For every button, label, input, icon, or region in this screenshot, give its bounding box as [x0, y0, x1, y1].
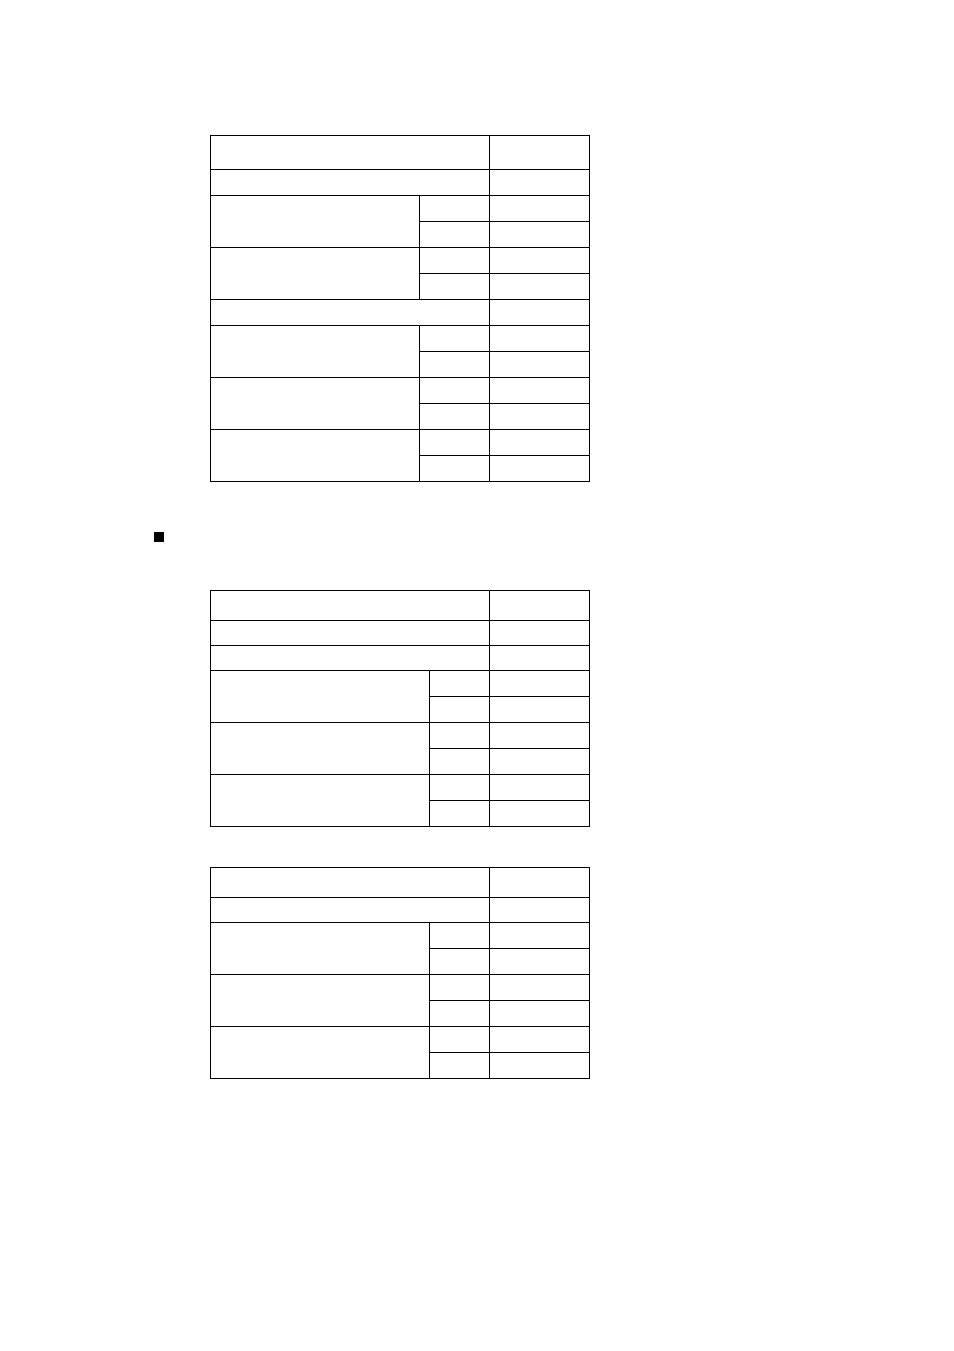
table-cell [490, 1053, 590, 1079]
table-row [211, 591, 590, 621]
table-row [211, 248, 590, 274]
table-cell [211, 1027, 430, 1079]
table-cell [211, 671, 430, 723]
table-cell [490, 274, 590, 300]
table-row [211, 1027, 590, 1053]
table-cell [211, 170, 490, 196]
table-cell [490, 621, 590, 646]
table-cell [420, 248, 490, 274]
table-cell [211, 898, 490, 923]
table-cell [490, 949, 590, 975]
table-cell [490, 430, 590, 456]
table-cell [490, 404, 590, 430]
table-row [211, 868, 590, 898]
table-cell [490, 136, 590, 170]
table-row [211, 378, 590, 404]
table-cell [490, 1027, 590, 1053]
table-cell [420, 378, 490, 404]
table-2 [210, 590, 590, 827]
table-cell [490, 1001, 590, 1027]
table-cell [430, 1053, 490, 1079]
table-cell [211, 430, 420, 482]
table-cell [430, 671, 490, 697]
table-cell [211, 621, 490, 646]
table-cell [430, 1001, 490, 1027]
table-cell [490, 671, 590, 697]
table-cell [420, 404, 490, 430]
table-row [211, 923, 590, 949]
table-cell [211, 326, 420, 378]
square-bullet-icon [154, 532, 164, 542]
table-cell [211, 136, 490, 170]
table-cell [211, 975, 430, 1027]
table-3-wrap [210, 867, 804, 1079]
table-row [211, 170, 590, 196]
table-cell [420, 430, 490, 456]
table-cell [490, 749, 590, 775]
table-cell [490, 196, 590, 222]
table-cell [430, 749, 490, 775]
table-cell [490, 248, 590, 274]
table-cell [430, 801, 490, 827]
table-cell [490, 923, 590, 949]
table-row [211, 326, 590, 352]
table-cell [211, 378, 420, 430]
table-row [211, 723, 590, 749]
table-cell [490, 170, 590, 196]
table-cell [211, 196, 420, 248]
table-cell [420, 196, 490, 222]
page [0, 0, 954, 1351]
table-cell [490, 697, 590, 723]
table-cell [490, 326, 590, 352]
table-row [211, 300, 590, 326]
table-cell [430, 975, 490, 1001]
table-cell [490, 378, 590, 404]
table-cell [490, 868, 590, 898]
table-cell [211, 248, 420, 300]
table-cell [420, 352, 490, 378]
table-cell [430, 723, 490, 749]
table-row [211, 775, 590, 801]
table-row [211, 671, 590, 697]
table-cell [430, 923, 490, 949]
table-cell [211, 868, 490, 898]
table-cell [211, 723, 430, 775]
table-cell [430, 775, 490, 801]
table-cell [490, 775, 590, 801]
table-cell [490, 898, 590, 923]
table-cell [430, 1027, 490, 1053]
table-cell [490, 352, 590, 378]
table-cell [490, 222, 590, 248]
table-cell [420, 274, 490, 300]
table-cell [490, 801, 590, 827]
table-cell [490, 646, 590, 671]
table-cell [490, 975, 590, 1001]
table-1 [210, 135, 590, 482]
table-3 [210, 867, 590, 1079]
table-row [211, 196, 590, 222]
table-cell [420, 222, 490, 248]
table-row [211, 136, 590, 170]
table-cell [211, 591, 490, 621]
table-cell [430, 949, 490, 975]
table-2-wrap [210, 590, 804, 827]
bullet-item [154, 532, 804, 542]
table-cell [211, 646, 490, 671]
table-row [211, 898, 590, 923]
table-cell [211, 300, 490, 326]
table-cell [211, 775, 430, 827]
table-cell [490, 456, 590, 482]
table-cell [211, 923, 430, 975]
table-1-wrap [210, 135, 804, 482]
table-row [211, 430, 590, 456]
table-cell [420, 456, 490, 482]
table-row [211, 621, 590, 646]
table-cell [420, 326, 490, 352]
table-row [211, 975, 590, 1001]
table-cell [490, 300, 590, 326]
table-cell [490, 723, 590, 749]
table-row [211, 646, 590, 671]
table-cell [490, 591, 590, 621]
table-cell [430, 697, 490, 723]
